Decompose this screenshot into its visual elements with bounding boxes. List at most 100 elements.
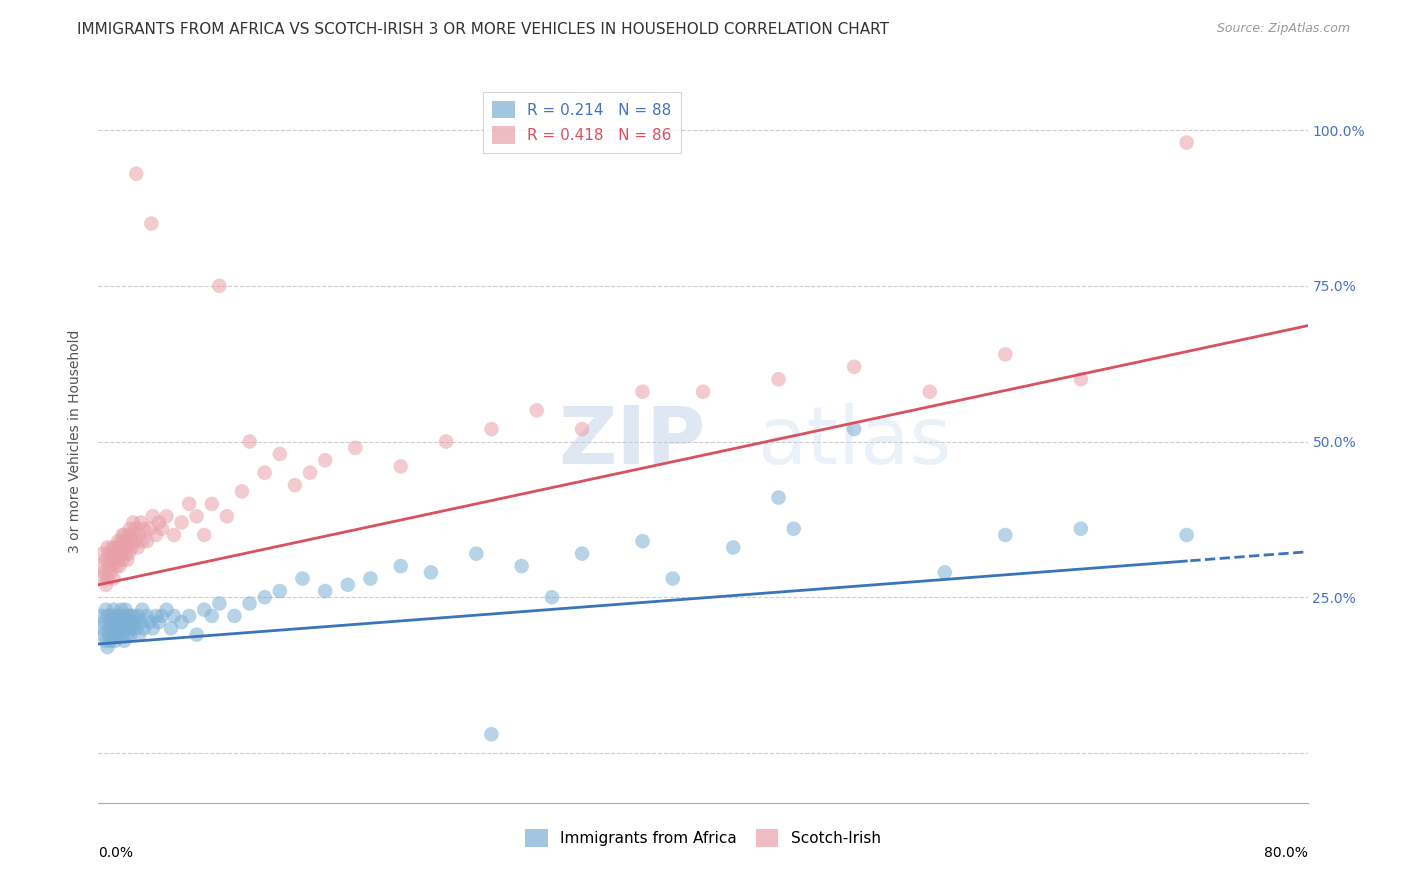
Point: [103, 627, 125, 641]
Point: [98, 547, 121, 561]
Point: [1175, 528, 1198, 542]
Point: [100, 553, 122, 567]
Point: [844, 359, 866, 374]
Point: [89, 559, 111, 574]
Point: [360, 572, 382, 586]
Point: [90, 572, 112, 586]
Y-axis label: 3 or more Vehicles in Household: 3 or more Vehicles in Household: [69, 330, 83, 553]
Point: [918, 384, 941, 399]
Point: [125, 621, 148, 635]
Point: [91, 627, 114, 641]
Point: [101, 541, 124, 555]
Point: [114, 547, 136, 561]
Point: [239, 434, 262, 449]
Point: [224, 609, 246, 624]
Point: [571, 547, 593, 561]
Point: [208, 597, 231, 611]
Point: [104, 633, 127, 648]
Point: [163, 609, 186, 624]
Point: [124, 615, 146, 630]
Point: [111, 553, 134, 567]
Point: [142, 509, 165, 524]
Point: [107, 553, 129, 567]
Point: [129, 615, 152, 630]
Point: [540, 591, 562, 605]
Point: [420, 566, 443, 580]
Point: [125, 167, 148, 181]
Point: [94, 553, 117, 567]
Point: [110, 603, 132, 617]
Point: [94, 603, 117, 617]
Point: [127, 609, 149, 624]
Point: [155, 509, 177, 524]
Point: [148, 516, 170, 530]
Point: [98, 627, 121, 641]
Point: [94, 633, 117, 648]
Point: [118, 621, 141, 635]
Point: [155, 603, 177, 617]
Point: [179, 497, 201, 511]
Point: [100, 566, 122, 580]
Point: [481, 727, 503, 741]
Point: [110, 534, 132, 549]
Point: [481, 422, 503, 436]
Point: [131, 534, 153, 549]
Point: [93, 566, 115, 580]
Point: [114, 603, 136, 617]
Point: [314, 453, 336, 467]
Point: [344, 441, 367, 455]
Point: [111, 615, 134, 630]
Point: [101, 559, 124, 574]
Point: [661, 572, 683, 586]
Point: [100, 633, 122, 648]
Point: [723, 541, 745, 555]
Point: [291, 572, 314, 586]
Point: [108, 609, 131, 624]
Point: [135, 534, 157, 549]
Point: [208, 278, 231, 293]
Text: 80.0%: 80.0%: [1264, 847, 1308, 860]
Point: [103, 572, 125, 586]
Point: [336, 578, 359, 592]
Point: [132, 621, 155, 635]
Text: 0.0%: 0.0%: [98, 847, 134, 860]
Point: [231, 484, 253, 499]
Point: [101, 621, 124, 635]
Point: [1175, 136, 1198, 150]
Point: [103, 547, 125, 561]
Point: [160, 621, 183, 635]
Point: [96, 541, 118, 555]
Point: [110, 627, 132, 641]
Point: [139, 615, 162, 630]
Point: [91, 547, 114, 561]
Point: [108, 559, 131, 574]
Point: [163, 528, 186, 542]
Point: [111, 528, 134, 542]
Point: [284, 478, 307, 492]
Point: [131, 603, 153, 617]
Point: [142, 621, 165, 635]
Point: [124, 534, 146, 549]
Point: [98, 559, 121, 574]
Point: [193, 603, 215, 617]
Point: [170, 615, 193, 630]
Point: [128, 627, 150, 641]
Point: [104, 541, 127, 555]
Point: [631, 534, 654, 549]
Point: [465, 547, 488, 561]
Point: [107, 615, 129, 630]
Point: [170, 516, 193, 530]
Point: [118, 615, 141, 630]
Point: [994, 347, 1017, 361]
Point: [115, 541, 138, 555]
Point: [148, 615, 170, 630]
Point: [150, 522, 173, 536]
Point: [127, 541, 149, 555]
Point: [193, 528, 215, 542]
Point: [434, 434, 457, 449]
Point: [121, 528, 143, 542]
Point: [631, 384, 654, 399]
Point: [112, 541, 135, 555]
Point: [201, 609, 224, 624]
Point: [120, 522, 142, 536]
